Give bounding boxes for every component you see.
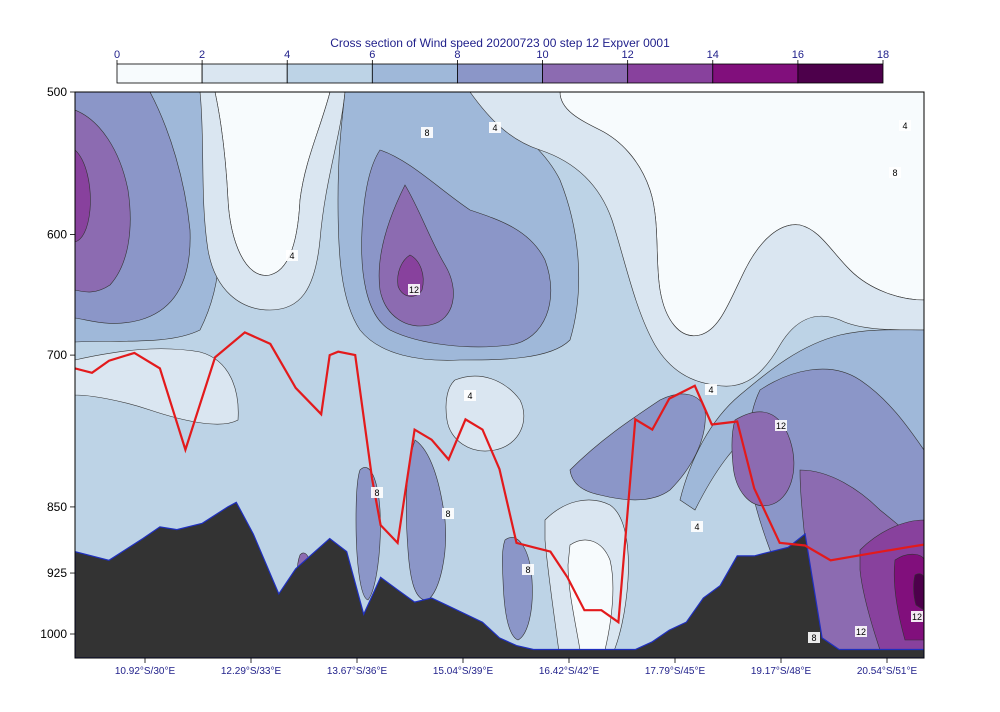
band-ridge-10 — [569, 393, 706, 501]
colorbar-tick-label: 10 — [536, 49, 548, 61]
colorbar: 0 2 4 6 8 10 12 14 16 18 — [114, 49, 889, 84]
colorbar-swatch — [201, 63, 288, 84]
plot-area: 8 4 12 4 4 4 8 8 8 8 4 12 4 8 12 12 — [75, 92, 924, 658]
y-tick-label: 600 — [47, 228, 67, 242]
contour-label: 12 — [912, 612, 922, 622]
contour-label-bg — [691, 521, 703, 532]
band-center-12 — [378, 184, 454, 327]
contour-label: 4 — [467, 391, 472, 401]
y-tick-label: 850 — [47, 500, 67, 514]
x-tick-label: 15.04°S/39°E — [433, 666, 494, 677]
contour-label: 4 — [289, 251, 294, 261]
x-tick-label: 12.29°S/33°E — [221, 666, 282, 677]
contour-label-bg — [775, 420, 787, 431]
x-tick-label: 20.54°S/51°E — [857, 666, 918, 677]
y-tick-label: 925 — [47, 566, 67, 580]
contour-label-bg — [421, 127, 433, 138]
band-lower-mid-10c — [502, 537, 533, 641]
band-lower-center-lighter — [567, 539, 614, 651]
contour-label-bg — [408, 284, 420, 295]
contour-label: 4 — [708, 385, 713, 395]
x-tick-label: 13.67°S/36°E — [327, 666, 388, 677]
contour-label-bg — [705, 384, 717, 395]
colorbar-tick-label: 4 — [284, 49, 290, 61]
y-axis: 500 600 700 850 925 1000 — [40, 85, 75, 641]
y-tick-label: 1000 — [40, 627, 67, 641]
colorbar-swatch — [457, 63, 543, 84]
colorbar-tick-label: 16 — [792, 49, 804, 61]
contour-label: 4 — [492, 123, 497, 133]
y-tick-label: 700 — [47, 348, 67, 362]
x-axis: 10.92°S/30°E 12.29°S/33°E 13.67°S/36°E 15.0… — [115, 658, 918, 677]
chart-title: Cross section of Wind speed 20200723 00 … — [330, 36, 670, 50]
colorbar-tick-label: 12 — [622, 49, 634, 61]
band-top-left-12 — [75, 149, 91, 243]
contour-labels: 8 4 12 4 4 4 8 8 8 8 4 12 4 8 12 12 — [286, 120, 923, 643]
contour-label-bg — [899, 120, 911, 131]
colorbar-swatch — [116, 63, 203, 84]
orography-terrain — [75, 501, 924, 658]
contour-label: 8 — [525, 565, 530, 575]
colorbar-tick-label: 6 — [369, 49, 375, 61]
contour-label: 4 — [902, 121, 907, 131]
contour-label: 4 — [694, 522, 699, 532]
contour-label: 8 — [445, 509, 450, 519]
colorbar-tick-label: 18 — [877, 49, 889, 61]
boundary-layer-line — [75, 331, 924, 625]
contour-label: 8 — [811, 633, 816, 643]
contour-label-bg — [489, 122, 501, 133]
contour-label-bg — [855, 626, 867, 637]
band-lower-left — [75, 348, 239, 425]
contour-label: 12 — [776, 421, 786, 431]
contour-label: 12 — [409, 285, 419, 295]
band-top-left-10 — [75, 109, 131, 293]
colorbar-swatch — [712, 63, 799, 84]
contour-label-bg — [442, 508, 454, 519]
contour-label: 8 — [892, 168, 897, 178]
band-right-12 — [731, 411, 795, 507]
contour-label: 8 — [424, 128, 429, 138]
band-right-18 — [913, 573, 924, 611]
contour-label-bg — [522, 564, 534, 575]
colorbar-tick-label: 0 — [114, 49, 120, 61]
contour-label-bg — [464, 390, 476, 401]
colorbar-swatch — [627, 63, 714, 84]
x-tick-label: 17.79°S/45°E — [645, 666, 706, 677]
contour-label-bg — [889, 167, 901, 178]
band-upper-right-2 — [469, 92, 924, 387]
colorbar-swatch — [371, 63, 458, 84]
contour-label-bg — [371, 487, 383, 498]
x-tick-label: 16.42°S/42°E — [539, 666, 600, 677]
wind-speed-field — [75, 92, 924, 658]
x-tick-label: 10.92°S/30°E — [115, 666, 176, 677]
y-tick-label: 500 — [47, 85, 67, 99]
colorbar-swatch — [542, 63, 629, 84]
colorbar-tick-label: 2 — [199, 49, 205, 61]
contour-label-bg — [911, 611, 923, 622]
plot-frame — [74, 91, 925, 659]
colorbar-swatch — [286, 63, 373, 84]
colorbar-tick-label: 14 — [707, 49, 719, 61]
contour-label-bg — [286, 250, 298, 261]
contour-label: 12 — [856, 627, 866, 637]
contour-label: 8 — [374, 488, 379, 498]
contour-label-bg — [808, 632, 820, 643]
x-tick-label: 19.17°S/48°E — [751, 666, 812, 677]
colorbar-swatch — [797, 63, 884, 84]
colorbar-tick-label: 8 — [454, 49, 460, 61]
